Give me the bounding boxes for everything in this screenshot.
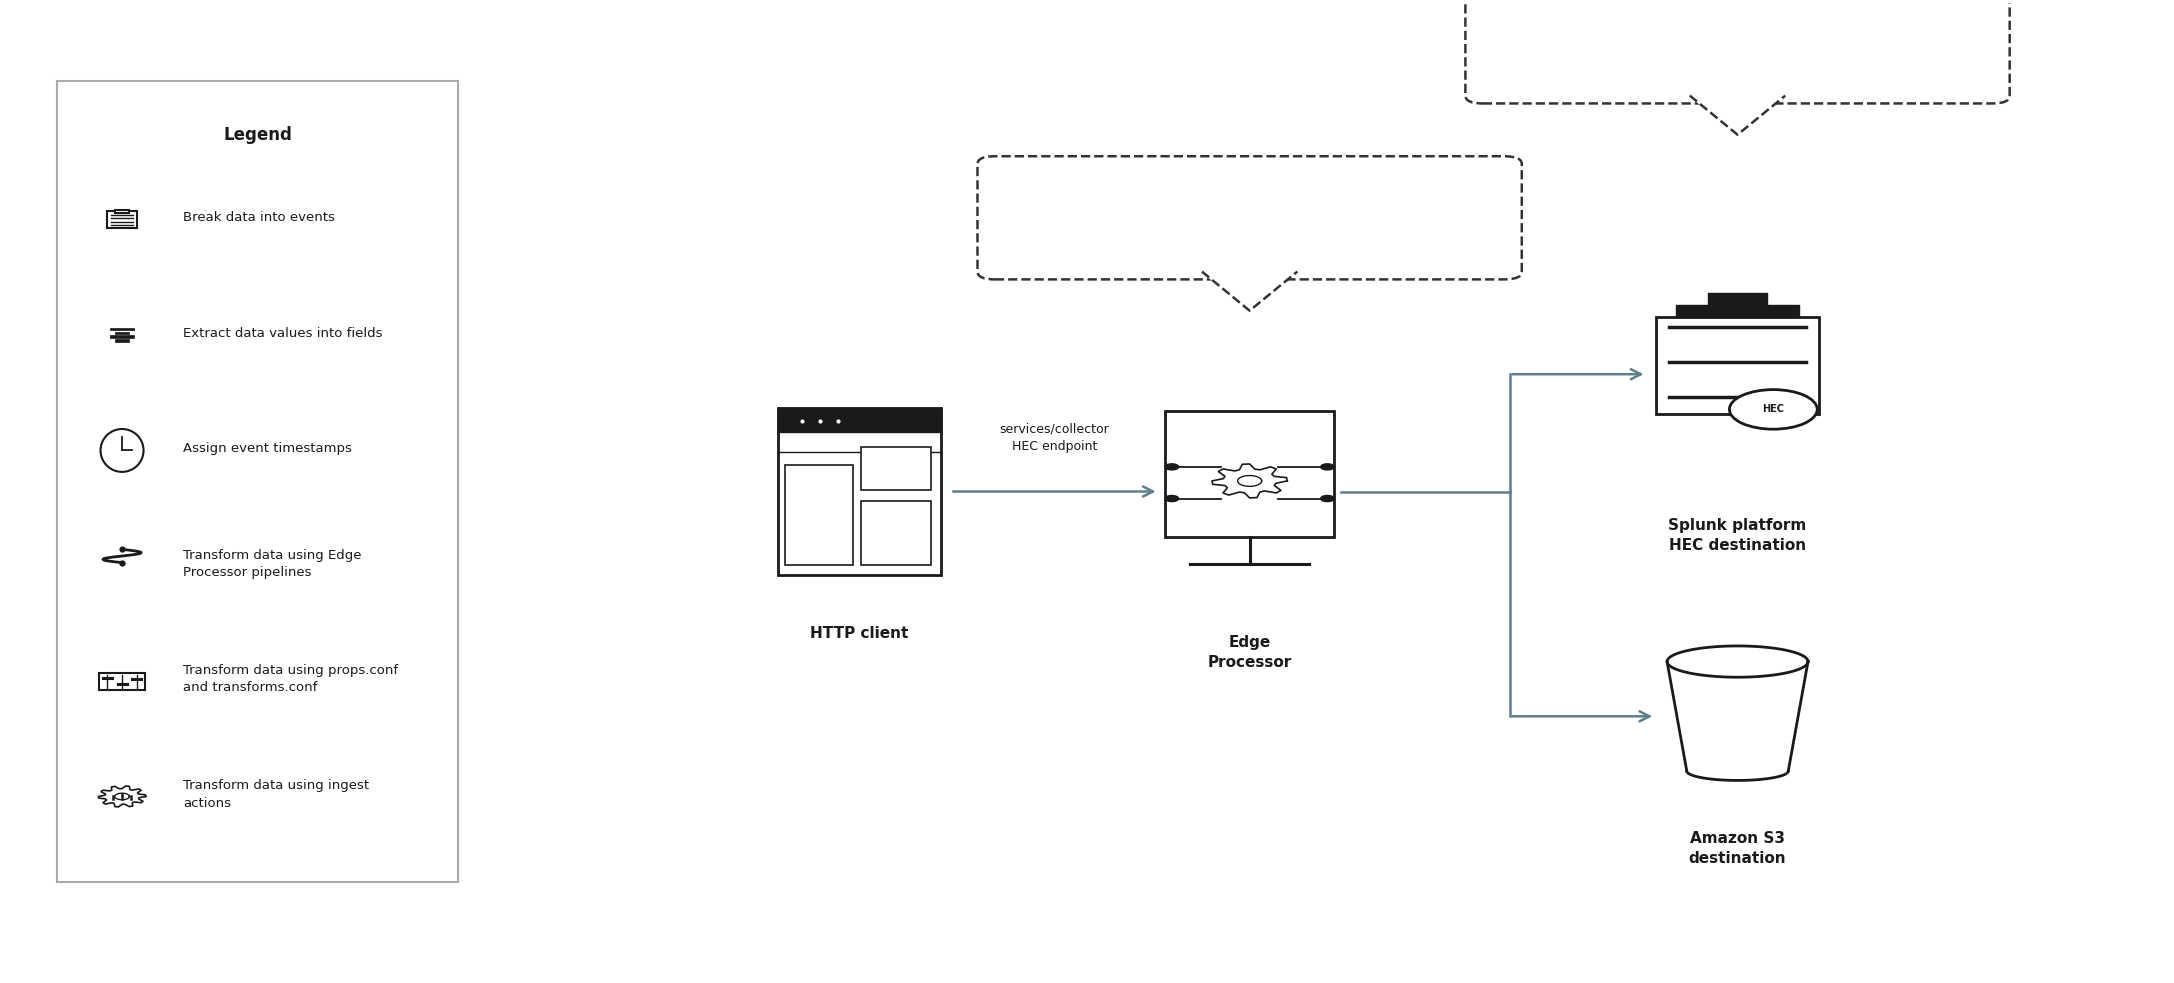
FancyBboxPatch shape (1185, 213, 1202, 216)
Ellipse shape (100, 429, 143, 472)
FancyBboxPatch shape (978, 156, 1522, 279)
FancyBboxPatch shape (1657, 318, 1820, 414)
FancyBboxPatch shape (115, 339, 128, 342)
Text: Splunk platform
HEC destination: Splunk platform HEC destination (1667, 518, 1807, 552)
FancyBboxPatch shape (115, 331, 128, 334)
FancyBboxPatch shape (1767, 32, 1820, 51)
FancyBboxPatch shape (1072, 206, 1089, 209)
Text: Assign event timestamps: Assign event timestamps (183, 442, 352, 455)
FancyBboxPatch shape (1674, 38, 1689, 41)
Polygon shape (1689, 95, 1785, 135)
FancyBboxPatch shape (1185, 223, 1202, 226)
Polygon shape (1237, 476, 1261, 487)
Polygon shape (98, 786, 146, 807)
Polygon shape (1667, 662, 1809, 771)
Circle shape (1165, 464, 1178, 470)
Text: services/collector
HEC endpoint: services/collector HEC endpoint (1000, 423, 1109, 453)
FancyBboxPatch shape (1674, 46, 1689, 49)
FancyBboxPatch shape (115, 210, 128, 213)
Polygon shape (1881, 30, 1933, 54)
Polygon shape (1898, 38, 1915, 45)
FancyBboxPatch shape (1667, 42, 1696, 45)
FancyBboxPatch shape (778, 408, 941, 575)
FancyBboxPatch shape (785, 465, 852, 564)
FancyBboxPatch shape (1063, 207, 1098, 229)
Text: HEC: HEC (1763, 404, 1785, 415)
FancyBboxPatch shape (1552, 32, 1585, 51)
Text: Extract data values into fields: Extract data values into fields (183, 326, 383, 340)
Circle shape (1320, 464, 1335, 470)
Ellipse shape (1283, 194, 1330, 242)
Text: Transform data using Edge
Processor pipelines: Transform data using Edge Processor pipe… (183, 549, 361, 579)
Polygon shape (1211, 464, 1287, 498)
FancyBboxPatch shape (109, 328, 135, 330)
FancyBboxPatch shape (109, 335, 135, 338)
FancyBboxPatch shape (57, 81, 459, 883)
FancyBboxPatch shape (1165, 411, 1335, 538)
Text: HTTP client: HTTP client (811, 626, 909, 641)
Text: Transform data using ingest
actions: Transform data using ingest actions (183, 780, 370, 810)
Text: Amazon S3
destination: Amazon S3 destination (1689, 831, 1787, 866)
Text: Edge
Processor: Edge Processor (1207, 635, 1291, 670)
FancyBboxPatch shape (100, 672, 146, 690)
FancyBboxPatch shape (1465, 0, 2009, 103)
Circle shape (1728, 389, 1817, 430)
Circle shape (1320, 495, 1335, 501)
FancyBboxPatch shape (1178, 218, 1209, 221)
Text: Break data into events: Break data into events (183, 211, 335, 224)
FancyBboxPatch shape (861, 446, 930, 490)
FancyBboxPatch shape (861, 501, 930, 564)
Text: Transform data using props.conf
and transforms.conf: Transform data using props.conf and tran… (183, 664, 398, 694)
Text: Legend: Legend (224, 126, 291, 144)
FancyBboxPatch shape (107, 211, 137, 228)
FancyBboxPatch shape (1667, 33, 1696, 36)
Polygon shape (1202, 271, 1298, 311)
Polygon shape (115, 793, 128, 800)
FancyBboxPatch shape (1561, 31, 1576, 34)
FancyBboxPatch shape (1178, 208, 1209, 212)
Circle shape (1165, 495, 1178, 501)
